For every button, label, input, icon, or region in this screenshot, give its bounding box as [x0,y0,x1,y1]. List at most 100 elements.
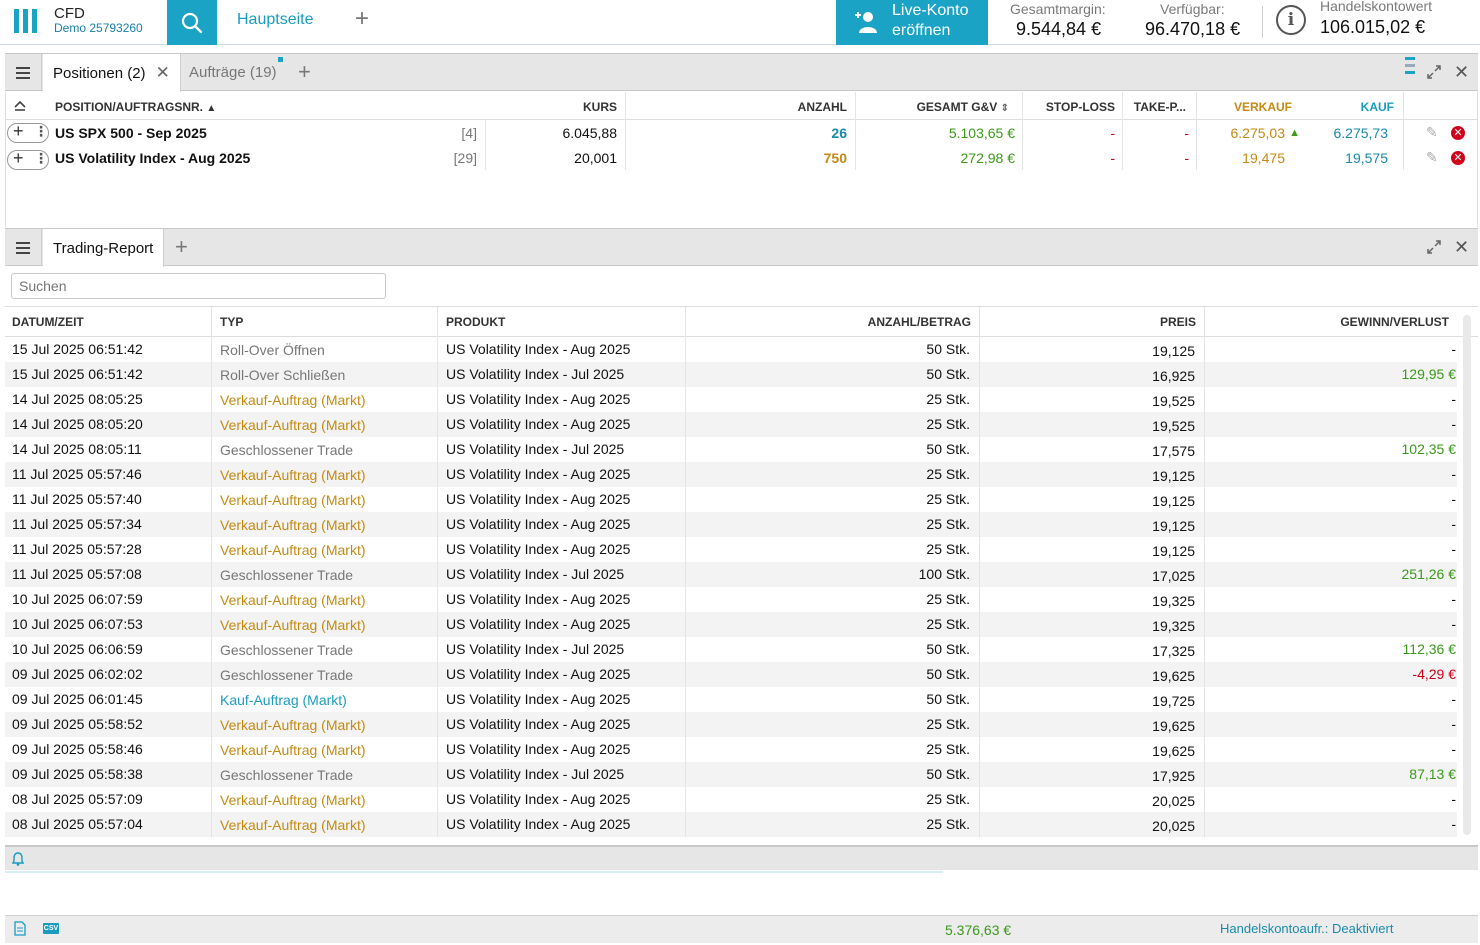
table-row[interactable]: 14 Jul 2025 08:05:11 Geschlossener Trade U… [5,437,1457,462]
close-position-icon[interactable]: ✕ [1451,151,1465,165]
brand-name: CFD [54,5,85,22]
col-anzahl-betrag[interactable]: ANZAHL/BETRAG [867,315,971,329]
edit-icon[interactable]: ✎ [1426,124,1438,140]
position-take-profit[interactable]: - [1184,125,1189,141]
col-take-profit[interactable]: TAKE-P... [1133,100,1186,114]
add-tab-icon[interactable]: + [175,234,188,259]
bell-icon[interactable] [12,852,24,866]
position-row[interactable]: + ⋮ US SPX 500 - Sep 2025 [4] 6.045,88 26… [5,121,1478,146]
row-type: Roll-Over Schließen [220,367,346,383]
row-date: 14 Jul 2025 08:05:20 [12,416,143,432]
logo-icon[interactable] [14,9,38,33]
close-tab-icon[interactable]: ✕ [155,63,170,82]
collapse-all-icon[interactable] [14,101,26,111]
col-gesamt-gv[interactable]: GESAMT G&V ⇕ [916,100,1009,114]
table-row[interactable]: 08 Jul 2025 05:57:09 Verkauf-Auftrag (Mar… [5,787,1457,812]
close-position-icon[interactable]: ✕ [1451,126,1465,140]
col-gewinn-verlust[interactable]: GEWINN/VERLUST [1340,315,1449,329]
table-row[interactable]: 11 Jul 2025 05:57:28 Verkauf-Auftrag (Mar… [5,537,1457,562]
table-row[interactable]: 10 Jul 2025 06:06:59 Geschlossener Trade U… [5,637,1457,662]
col-datum[interactable]: DATUM/ZEIT [12,315,84,329]
table-row[interactable]: 10 Jul 2025 06:07:53 Verkauf-Auftrag (Mar… [5,612,1457,637]
column-settings-icon[interactable] [1405,57,1415,78]
position-name[interactable]: US SPX 500 - Sep 2025 [55,125,207,141]
table-row[interactable]: 11 Jul 2025 05:57:40 Verkauf-Auftrag (Mar… [5,487,1457,512]
position-stop-loss[interactable]: - [1110,125,1115,141]
close-panel-icon[interactable]: ✕ [1454,237,1470,257]
row-product: US Volatility Index - Aug 2025 [446,666,631,682]
report-search-bar [5,267,1478,307]
table-row[interactable]: 15 Jul 2025 06:51:42 Roll-Over Schließen U… [5,362,1457,387]
tab-positionen[interactable]: Positionen (2) ✕ [43,54,181,92]
tab-hauptseite[interactable]: Hauptseite [237,11,314,28]
notification-dot [278,57,283,62]
row-profit-loss: - [1451,416,1456,432]
position-take-profit[interactable]: - [1184,150,1189,166]
search-button[interactable] [167,0,217,45]
row-type: Verkauf-Auftrag (Markt) [220,392,366,408]
tab-trading-report[interactable]: Trading-Report [43,229,165,267]
row-date: 10 Jul 2025 06:06:59 [12,641,143,657]
col-position[interactable]: POSITION/AUFTRAGSNR. ▲ [55,100,217,114]
table-row[interactable]: 09 Jul 2025 06:02:02 Geschlossener Trade U… [5,662,1457,687]
col-kurs[interactable]: KURS [582,100,617,114]
table-row[interactable]: 09 Jul 2025 05:58:52 Verkauf-Auftrag (Mar… [5,712,1457,737]
scrollbar[interactable] [1463,315,1471,835]
info-icon[interactable]: i [1276,5,1306,35]
row-date: 09 Jul 2025 05:58:46 [12,741,143,757]
row-profit-loss: 129,95 € [1401,366,1457,382]
table-row[interactable]: 15 Jul 2025 06:51:42 Roll-Over Öffnen US V… [5,337,1457,362]
table-row[interactable]: 09 Jul 2025 05:58:38 Geschlossener Trade U… [5,762,1457,787]
add-tab-icon[interactable]: + [298,59,311,84]
col-stop-loss[interactable]: STOP-LOSS [1045,100,1115,114]
search-input[interactable] [11,273,386,299]
position-name[interactable]: US Volatility Index - Aug 2025 [55,150,251,166]
row-type: Roll-Over Öffnen [220,342,325,358]
edit-icon[interactable]: ✎ [1426,149,1438,165]
open-live-account-button[interactable]: Live-Konto eröffnen [836,0,988,45]
document-icon[interactable] [14,921,26,936]
expand-position-button[interactable]: + ⋮ [7,148,49,170]
row-type: Verkauf-Auftrag (Markt) [220,717,366,733]
row-profit-loss: - [1451,616,1456,632]
stat-value: 96.470,18 € [1145,19,1241,39]
close-panel-icon[interactable]: ✕ [1454,62,1470,82]
row-product: US Volatility Index - Aug 2025 [446,716,631,732]
row-product: US Volatility Index - Aug 2025 [446,816,631,832]
table-row[interactable]: 11 Jul 2025 05:57:46 Verkauf-Auftrag (Mar… [5,462,1457,487]
col-anzahl[interactable]: ANZAHL [797,100,847,114]
expand-position-button[interactable]: + ⋮ [7,121,49,143]
position-stop-loss[interactable]: - [1110,150,1115,166]
table-row[interactable]: 11 Jul 2025 05:57:08 Geschlossener Trade U… [5,562,1457,587]
position-verkauf[interactable]: 19,475 [1242,150,1285,166]
table-row[interactable]: 11 Jul 2025 05:57:34 Verkauf-Auftrag (Mar… [5,512,1457,537]
csv-export-icon[interactable]: CSV [43,923,59,934]
table-row[interactable]: 10 Jul 2025 06:07:59 Verkauf-Auftrag (Mar… [5,587,1457,612]
position-verkauf[interactable]: 6.275,03 [1230,125,1286,141]
position-kauf[interactable]: 6.275,73 [1333,125,1389,141]
position-row[interactable]: + ⋮ US Volatility Index - Aug 2025 [29] 2… [5,146,1478,171]
table-row[interactable]: 14 Jul 2025 08:05:25 Verkauf-Auftrag (Mar… [5,387,1457,412]
col-verkauf[interactable]: VERKAUF [1233,100,1292,114]
divider [855,92,856,170]
row-quantity: 25 Stk. [926,541,970,557]
add-tab-icon[interactable]: + [355,5,370,32]
menu-icon[interactable] [5,229,42,266]
row-product: US Volatility Index - Jul 2025 [446,766,625,782]
table-row[interactable]: 09 Jul 2025 06:01:45 Kauf-Auftrag (Markt)… [5,687,1457,712]
tab-auftraege[interactable]: Aufträge (19) [189,54,277,91]
expand-icon[interactable] [1427,240,1441,254]
col-produkt[interactable]: PRODUKT [446,315,506,329]
expand-icon[interactable] [1427,65,1441,79]
col-preis[interactable]: PREIS [1159,315,1196,329]
positions-table [5,92,1478,227]
divider [685,307,686,837]
menu-icon[interactable] [5,54,42,91]
row-type: Verkauf-Auftrag (Markt) [220,742,366,758]
table-row[interactable]: 14 Jul 2025 08:05:20 Verkauf-Auftrag (Mar… [5,412,1457,437]
col-kauf[interactable]: KAUF [1360,100,1394,114]
position-kauf[interactable]: 19,575 [1345,150,1388,166]
col-typ[interactable]: TYP [220,315,244,329]
table-row[interactable]: 08 Jul 2025 05:57:04 Verkauf-Auftrag (Mar… [5,812,1457,837]
table-row[interactable]: 09 Jul 2025 05:58:46 Verkauf-Auftrag (Mar… [5,737,1457,762]
